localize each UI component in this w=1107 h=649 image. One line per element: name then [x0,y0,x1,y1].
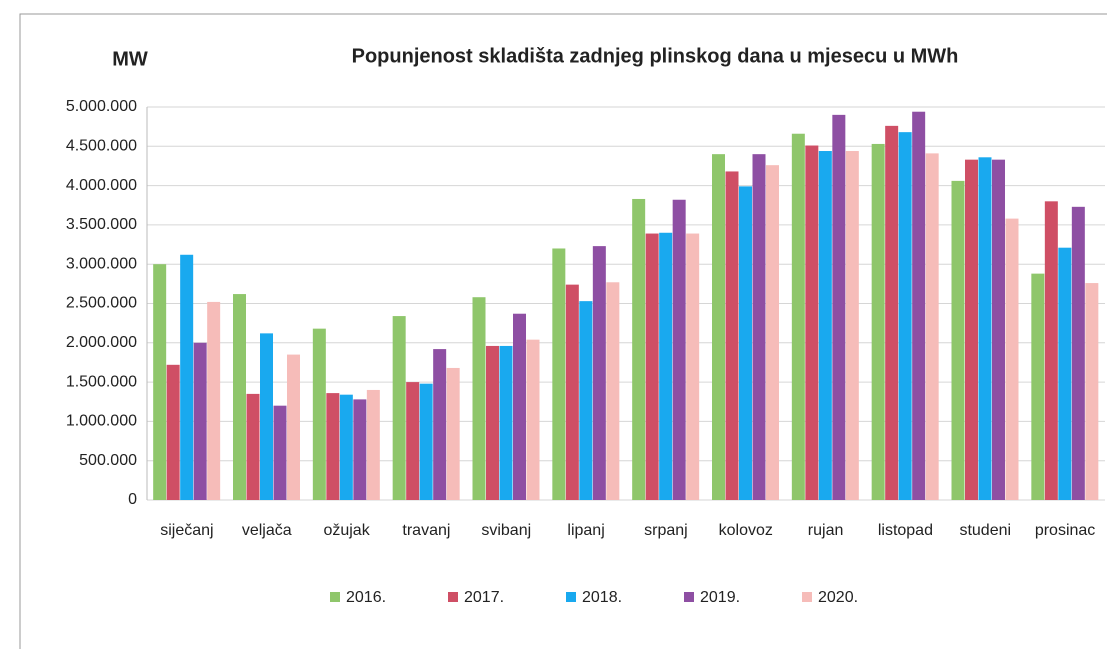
bar [153,264,167,500]
legend-label: 2017. [464,589,504,606]
bar [592,246,606,500]
bar [246,393,260,500]
y-tick-label: 4.500.000 [66,138,137,155]
x-tick-label: travanj [402,522,450,539]
x-tick-label: ožujak [323,522,370,539]
bar [1085,283,1099,500]
x-tick-label: srpanj [644,522,688,539]
bar [180,254,194,500]
legend-swatch [684,592,694,602]
y-tick-label: 1.000.000 [66,413,137,430]
bar [672,199,686,501]
x-tick-label: listopad [878,522,933,539]
bar [207,301,221,500]
bar [1031,273,1045,500]
bar [446,367,460,500]
bar [925,153,939,500]
legend-swatch [448,592,458,602]
y-tick-label: 3.500.000 [66,216,137,233]
y-tick-label: 1.500.000 [66,373,137,390]
x-tick-label: veljača [242,522,292,539]
legend-label: 2019. [700,589,740,606]
legend-label: 2020. [818,589,858,606]
bar [951,180,965,500]
y-tick-label: 5.000.000 [66,98,137,115]
bar [419,383,433,500]
y-tick-label: 3.000.000 [66,255,137,272]
bar [513,313,526,500]
x-tick-label: lipanj [567,522,604,539]
x-tick-label: kolovoz [719,522,773,539]
bar [898,132,912,501]
bar [552,248,566,500]
bar [526,339,540,500]
bar [885,125,899,500]
bar [1005,218,1019,500]
bar [686,233,700,500]
bar [659,232,673,500]
bar [871,143,885,500]
bar [260,333,273,500]
bar [326,393,340,500]
bar [818,151,832,501]
bar [845,151,859,501]
bar [805,145,819,500]
x-tick-label: rujan [808,522,844,539]
bar [166,364,180,500]
bar [712,154,725,500]
bar [1071,206,1085,500]
bar [632,198,646,500]
bar [579,301,593,500]
x-tick-label: prosinac [1035,522,1095,539]
bar [1044,201,1058,500]
x-tick-label: siječanj [160,522,213,539]
bar [791,133,805,500]
bar [486,345,499,500]
bar [273,405,287,500]
legend-swatch [802,592,812,602]
y-tick-label: 500.000 [79,452,137,469]
bar [912,111,926,500]
chart-frame [19,13,1107,649]
bar [992,159,1005,501]
y-tick-label: 2.000.000 [66,334,137,351]
bar [433,349,447,500]
bar [353,399,367,500]
y-tick-label: 2.500.000 [66,295,137,312]
legend-swatch [330,592,340,602]
bar [339,394,353,500]
bar [1058,247,1072,500]
bar [287,354,300,500]
legend-swatch [566,592,576,602]
bar [725,171,739,500]
bar [499,345,513,500]
x-tick-label: svibanj [481,522,531,539]
bar [606,282,620,500]
bar [766,165,779,500]
bar [472,297,486,500]
legend-label: 2016. [346,589,386,606]
bar [233,294,246,500]
bar [752,154,766,500]
bar [965,159,978,501]
bar [978,157,992,500]
legend-label: 2018. [582,589,622,606]
chart-title: Popunjenost skladišta zadnjeg plinskog d… [352,45,959,67]
bar [193,342,207,500]
bar [565,284,579,500]
y-tick-label: 0 [128,491,137,508]
bar [406,382,420,500]
bar [832,114,846,501]
bar [645,233,659,500]
bar [366,389,380,500]
x-tick-label: studeni [959,522,1011,539]
y-axis-label: MW [112,48,148,70]
bar [392,316,406,500]
bar [739,186,752,501]
bar [312,328,326,500]
y-tick-label: 4.000.000 [66,177,137,194]
